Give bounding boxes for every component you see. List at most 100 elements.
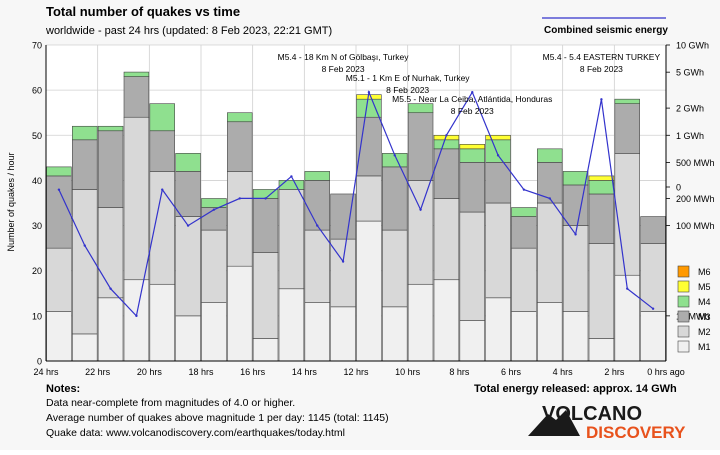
axes: 0 10 20 30 40 50 60 70 24 hrs 22 hrs 20 hrs 18 hrs 1…	[32, 41, 715, 378]
bar-m4	[149, 103, 175, 132]
bar-series	[46, 71, 666, 362]
magnitude-legend: M6 M5 M4 M3 M2 M1	[677, 265, 711, 353]
bar-m2	[175, 216, 201, 317]
bar-m2	[511, 247, 537, 312]
legend-swatch-m2	[677, 325, 690, 338]
bar-m2	[46, 247, 72, 312]
y2-tick-label: 10 GWh	[676, 41, 709, 51]
x-tick-label: 8 hrs	[449, 367, 470, 377]
bar-m1	[97, 297, 124, 362]
bar-m4	[459, 148, 485, 163]
bar-m1	[588, 338, 615, 362]
bar-m3	[588, 193, 615, 244]
bar-m2	[640, 243, 666, 312]
bar-m3	[485, 162, 511, 204]
legend-swatch-m6	[677, 265, 690, 278]
legend-label-m6: M6	[698, 267, 711, 277]
y2-tick-label: 10 MWh	[676, 311, 710, 321]
bar-m1	[537, 302, 563, 362]
bar-m4	[588, 180, 615, 195]
bar-m1	[201, 302, 227, 362]
bar-m3	[614, 103, 640, 154]
bar-m4	[97, 125, 124, 132]
x-tick-label: 20 hrs	[137, 367, 163, 377]
x-tick-label: 22 hrs	[85, 367, 111, 377]
bar-m2	[537, 202, 563, 303]
energy-point	[212, 208, 216, 211]
bar-m3	[382, 166, 408, 231]
bar-m3	[72, 139, 98, 190]
x-tick-label: 2 hrs	[604, 367, 625, 377]
x-tick-label: 6 hrs	[501, 367, 522, 377]
bar-m1	[175, 315, 201, 362]
y2-tick-label: 500 MWh	[676, 158, 715, 168]
bar-m3	[511, 216, 537, 249]
bar-m3	[459, 162, 485, 213]
energy-point	[316, 224, 319, 227]
bar-m3	[304, 180, 330, 231]
legend-label-m3: M3	[698, 312, 711, 322]
annotation-date: 8 Feb 2023	[386, 85, 429, 95]
bar-m2	[227, 171, 253, 267]
energy-point	[574, 233, 577, 236]
bar-m2	[562, 225, 589, 312]
bar-m1	[356, 220, 382, 362]
annotations: M5.4 - 18 Km N of Gölbaşı, Turkey 8 Feb 2…	[278, 52, 661, 116]
bar-m1	[459, 320, 485, 362]
annotation-date: 8 Feb 2023	[580, 64, 623, 74]
bar-m2	[304, 229, 330, 303]
bar-m1	[149, 283, 175, 362]
bar-m1	[330, 306, 356, 362]
bar-m4	[537, 148, 563, 163]
bar-m3	[640, 216, 666, 244]
bar-m2	[433, 198, 460, 281]
y-tick-label: 10	[32, 311, 42, 321]
y2-tick-label: 0	[676, 183, 681, 193]
bar-m2	[588, 243, 615, 339]
bar-m2	[72, 189, 98, 335]
bar-m4	[175, 153, 201, 172]
bar-m2	[201, 229, 227, 303]
bar-m4	[614, 98, 640, 104]
notes-line-2: Average number of quakes above magnitude…	[46, 412, 389, 424]
annotation-date: 8 Feb 2023	[322, 64, 365, 74]
bar-m4	[278, 180, 305, 190]
energy-point	[393, 154, 396, 157]
x-tick-label: 18 hrs	[188, 367, 214, 377]
total-energy-label: Total energy released: approx. 14 GWh	[474, 383, 677, 395]
x-tick-label: 0 hrs ago	[647, 367, 685, 377]
bar-m1	[304, 302, 330, 362]
bar-m3	[433, 148, 460, 199]
energy-point	[600, 98, 603, 101]
energy-line	[58, 89, 654, 318]
x-tick-label: 12 hrs	[343, 367, 369, 377]
bar-m2	[149, 171, 175, 285]
x-tick-label: 24 hrs	[33, 367, 59, 377]
annotation-text: M5.5 - Near La Ceiba, Atlántida, Hondura…	[392, 94, 552, 104]
logo-line-1: VOLCANO	[542, 403, 642, 425]
grid-lines	[45, 44, 667, 362]
bar-m1	[382, 306, 408, 362]
energy-point	[626, 287, 629, 290]
x-tick-label: 16 hrs	[240, 367, 266, 377]
bar-m3	[46, 175, 72, 249]
legend-swatch-m4	[677, 295, 690, 308]
annotation-text: M5.4 - 5.4 EASTERN TURKEY	[543, 52, 661, 62]
bar-m2	[356, 175, 382, 222]
legend-label-m1: M1	[698, 342, 711, 352]
annotation-text: M5.4 - 18 Km N of Gölbaşı, Turkey	[278, 52, 410, 62]
bar-m3	[149, 130, 175, 172]
bar-m4	[485, 139, 511, 163]
bar-m1	[278, 288, 305, 362]
bar-m4	[227, 112, 253, 123]
energy-point	[445, 134, 448, 137]
bar-m3	[175, 171, 201, 217]
legend-swatch-m3	[677, 310, 690, 323]
y-tick-label: 40	[32, 176, 42, 186]
y2-tick-label: 5 GWh	[676, 68, 704, 78]
energy-point	[264, 197, 267, 200]
energy-point	[651, 307, 655, 310]
energy-point	[161, 188, 164, 191]
annotation-date: 8 Feb 2023	[451, 106, 494, 116]
